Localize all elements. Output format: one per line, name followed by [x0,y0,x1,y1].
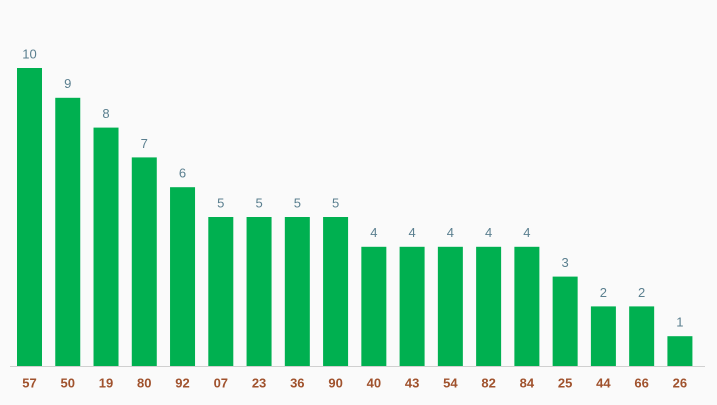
value-label: 10 [22,46,36,61]
value-label: 8 [102,106,109,121]
x-tick-label: 92 [175,375,189,390]
x-tick-label: 50 [61,375,75,390]
value-label: 5 [217,195,224,210]
x-tick-label: 82 [481,375,495,390]
x-tick-label: 43 [405,375,419,390]
x-tick-label: 19 [99,375,113,390]
x-tick-label: 26 [673,375,687,390]
bar [590,306,616,366]
x-tick-label: 80 [137,375,151,390]
value-label: 9 [64,76,71,91]
bar [514,246,540,366]
value-label: 6 [179,166,186,181]
bar [284,217,310,366]
value-label: 4 [408,225,415,240]
x-tick-label: 40 [367,375,381,390]
bar [17,68,42,366]
bar [170,187,196,366]
value-label: 7 [141,136,148,151]
value-label: 4 [370,225,377,240]
value-label: 1 [676,315,683,330]
x-tick-label: 90 [328,375,342,390]
value-label: 4 [485,225,492,240]
x-tick-label: 25 [558,375,572,390]
bar [629,306,655,366]
bar [131,157,157,366]
x-tick-label: 54 [443,375,458,390]
value-label: 4 [447,225,454,240]
bar [399,246,425,366]
bar [246,217,272,366]
bar [667,336,693,366]
x-tick-label: 66 [634,375,648,390]
value-label: 3 [562,255,569,270]
bar [476,246,502,366]
bar [55,97,81,367]
x-tick-label: 44 [596,375,611,390]
bar [323,217,349,366]
value-label: 2 [600,285,607,300]
value-label: 5 [255,195,262,210]
bar [208,217,234,366]
bar [552,276,578,366]
value-label: 5 [294,195,301,210]
value-label: 2 [638,285,645,300]
value-label: 5 [332,195,339,210]
bar [437,246,463,366]
bar [361,246,387,366]
x-tick-label: 23 [252,375,266,390]
x-tick-label: 07 [214,375,228,390]
x-tick-label: 84 [520,375,535,390]
bar [93,127,119,366]
x-tick-label: 57 [22,375,36,390]
x-tick-label: 36 [290,375,304,390]
value-label: 4 [523,225,530,240]
